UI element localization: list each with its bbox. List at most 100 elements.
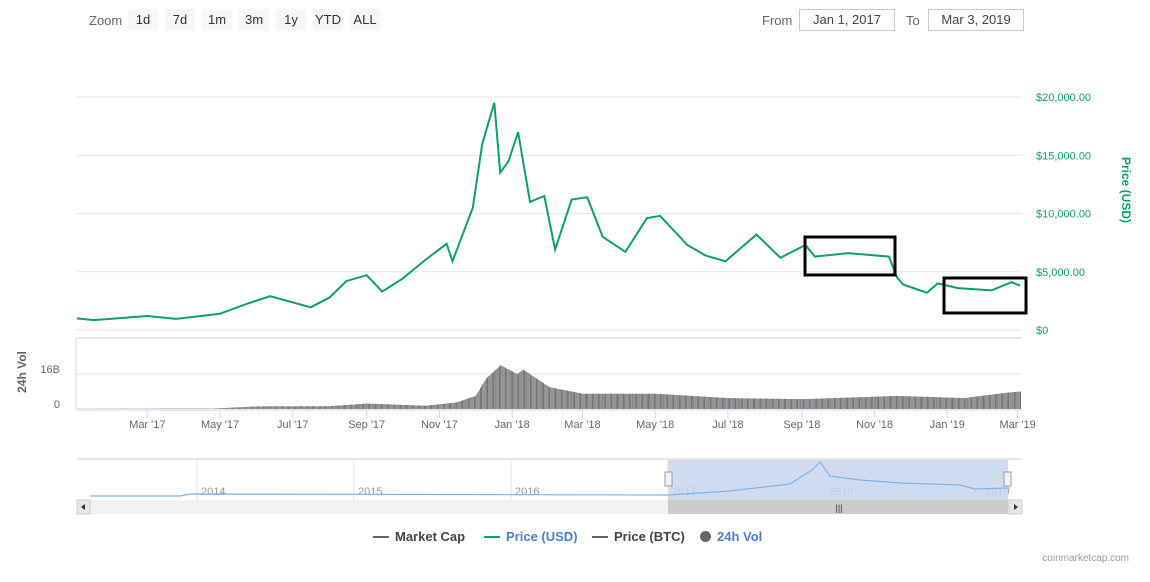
volume-bar: [637, 393, 639, 409]
volume-bar: [658, 393, 660, 409]
volume-bar: [725, 397, 727, 409]
to-date-input[interactable]: Mar 3, 2019: [928, 9, 1024, 31]
navigator-selection[interactable]: [668, 460, 1008, 500]
legend-line-icon: [592, 535, 608, 538]
volume-bar: [912, 396, 914, 409]
volume-bar: [521, 370, 523, 409]
volume-bar: [568, 390, 570, 409]
volume-bar: [630, 393, 632, 409]
volume-bar: [663, 394, 665, 409]
volume-bar: [600, 393, 602, 409]
volume-bar: [854, 397, 856, 409]
volume-bar: [923, 396, 925, 409]
volume-bar: [795, 399, 797, 409]
volume-bar: [897, 395, 899, 409]
legend-market-cap[interactable]: Market Cap: [373, 529, 465, 544]
volume-bar: [931, 397, 933, 409]
navigator-left-handle[interactable]: [664, 471, 673, 487]
volume-bar: [483, 382, 485, 409]
volume-bar: [342, 405, 344, 409]
volume-bar: [506, 368, 508, 409]
volume-bar: [861, 397, 863, 409]
zoom-1d-button[interactable]: 1d: [128, 9, 158, 31]
volume-bar: [983, 395, 984, 409]
volume-bar: [525, 371, 527, 409]
navigator-right-handle[interactable]: [1003, 471, 1012, 487]
zoom-7d-button[interactable]: 7d: [165, 9, 195, 31]
volume-bar: [452, 402, 454, 409]
volume-bar: [456, 402, 457, 409]
volume-bar: [426, 405, 428, 409]
volume-bar: [431, 405, 432, 409]
volume-bar: [782, 398, 784, 409]
volume-bar: [942, 397, 944, 409]
from-date-input[interactable]: Jan 1, 2017: [799, 9, 895, 31]
volume-bar: [314, 406, 316, 409]
volume-bar: [1000, 393, 1002, 409]
volume-bar: [605, 393, 606, 409]
zoom-all-button[interactable]: ALL: [350, 9, 380, 31]
volume-bar: [655, 393, 657, 409]
volume-bar: [578, 393, 580, 409]
volume-bar: [439, 404, 441, 409]
legend-price-btc[interactable]: Price (BTC): [592, 529, 685, 544]
zoom-1y-button[interactable]: 1y: [276, 9, 306, 31]
volume-bar: [460, 400, 462, 409]
legend-label: Price (USD): [506, 529, 578, 544]
volume-bar: [592, 393, 593, 409]
volume-bar: [906, 396, 908, 409]
volume-bar: [866, 396, 868, 409]
volume-bar: [539, 380, 541, 409]
volume-bar: [656, 393, 658, 409]
volume-bar: [946, 397, 947, 409]
volume-bar: [638, 393, 640, 409]
zoom-1m-button[interactable]: 1m: [202, 9, 232, 31]
volume-bar: [378, 404, 380, 409]
volume-bar: [916, 396, 918, 409]
volume-bar: [694, 396, 696, 409]
volume-bar: [489, 375, 491, 409]
volume-bar: [432, 405, 434, 409]
volume-bar: [717, 397, 719, 409]
volume-bar: [500, 365, 502, 410]
volume-bar: [890, 396, 891, 409]
price-tick-label: $10,000.00: [1036, 209, 1091, 221]
volume-bar: [289, 406, 291, 409]
volume-bar: [235, 407, 237, 409]
volume-bar: [792, 399, 794, 409]
volume-bar: [756, 398, 758, 409]
volume-bar: [516, 374, 518, 409]
volume-bar: [403, 404, 405, 409]
volume-bar: [421, 405, 423, 409]
volume-bar: [689, 395, 691, 409]
volume-bar: [805, 399, 807, 409]
zoom-ytd-button[interactable]: YTD: [313, 9, 343, 31]
volume-bar: [881, 396, 883, 409]
volume-bar: [313, 406, 314, 409]
volume-bar: [526, 372, 528, 409]
volume-bar: [537, 379, 539, 409]
price-axis-title: Price (USD): [1119, 157, 1133, 223]
volume-bar: [361, 403, 363, 409]
zoom-3m-button[interactable]: 3m: [239, 9, 269, 31]
scrollbar-thumb[interactable]: [668, 500, 1008, 514]
volume-bar: [762, 398, 764, 409]
volume-bar: [959, 397, 961, 409]
volume-bar: [681, 395, 683, 409]
volume-bar: [842, 397, 844, 409]
volume-bar: [388, 404, 390, 409]
volume-bar: [259, 406, 261, 409]
volume-bar: [601, 393, 603, 409]
volume-bar: [584, 393, 586, 409]
legend-price-usd[interactable]: Price (USD): [484, 529, 578, 544]
legend-24h-vol[interactable]: 24h Vol: [700, 529, 762, 544]
volume-bar: [786, 398, 788, 409]
volume-bar: [397, 404, 399, 409]
volume-bar: [872, 396, 874, 409]
volume-bar: [898, 395, 900, 409]
volume-bar: [1004, 392, 1006, 409]
navigator[interactable]: |||: [76, 458, 1023, 515]
volume-bar: [769, 398, 771, 409]
volume-bar: [390, 404, 392, 409]
volume-bar: [273, 406, 275, 409]
